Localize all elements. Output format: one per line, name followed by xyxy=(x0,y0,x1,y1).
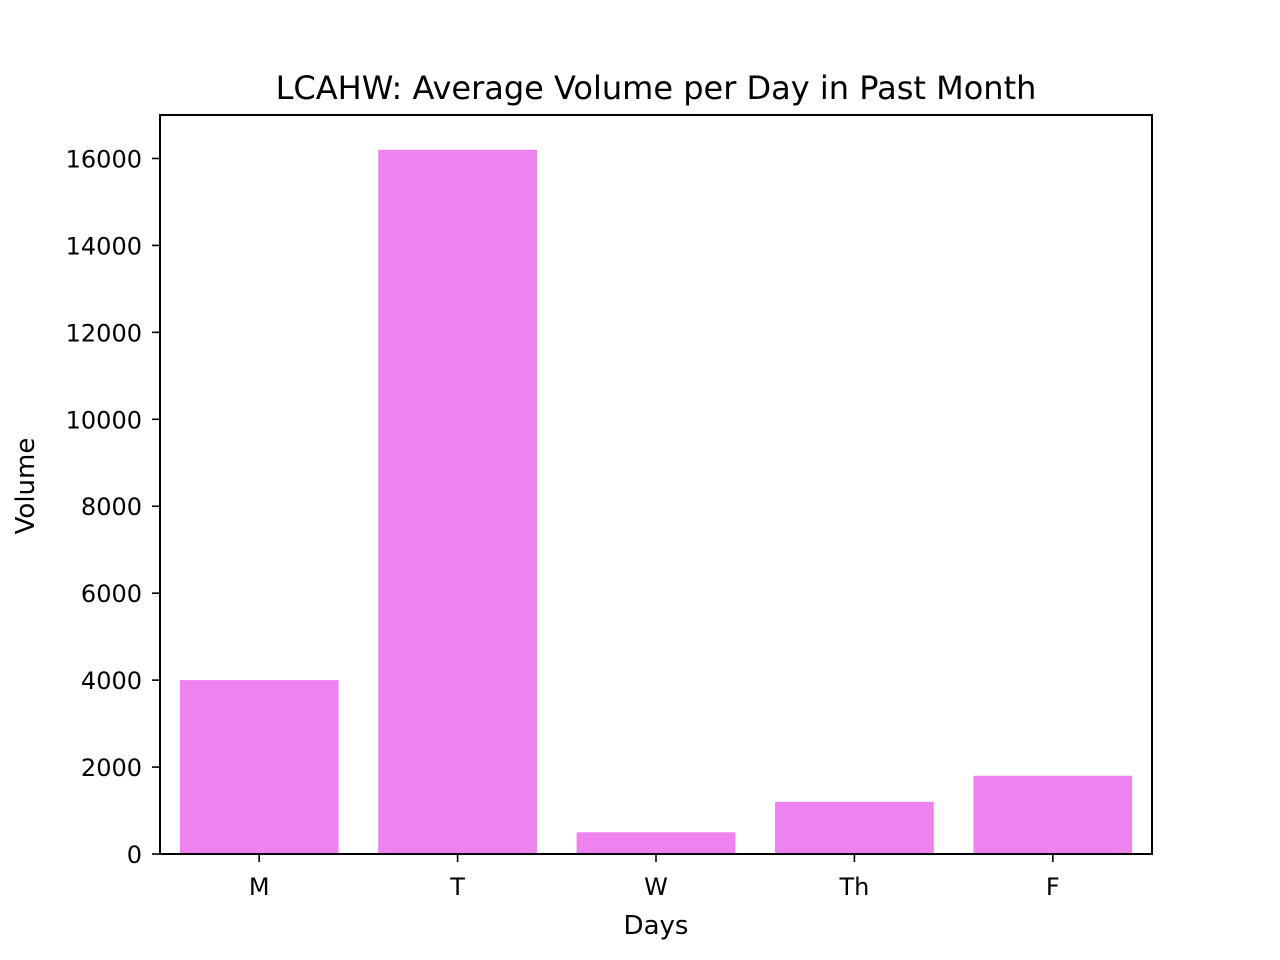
bar-th xyxy=(775,801,934,854)
chart-title: LCAHW: Average Volume per Day in Past Mo… xyxy=(276,69,1037,107)
y-tick-label: 2000 xyxy=(81,754,142,782)
x-tick-label: M xyxy=(249,873,270,901)
y-tick-label: 4000 xyxy=(81,667,142,695)
y-tick-label: 10000 xyxy=(66,406,142,434)
bars-group xyxy=(179,149,1133,854)
bar-w xyxy=(576,832,736,854)
plot-frame xyxy=(159,114,1153,855)
y-axis-ticks: 0 2000 4000 6000 8000 10000 12000 14000 16000 xyxy=(66,145,160,869)
x-axis-ticks: M T W Th F xyxy=(249,854,1060,901)
x-tick-label: F xyxy=(1046,873,1060,901)
y-tick-label: 12000 xyxy=(66,319,142,347)
y-tick-label: 8000 xyxy=(81,493,142,521)
y-tick-label: 14000 xyxy=(66,232,142,260)
x-tick-label: Th xyxy=(838,873,869,901)
x-axis-label: Days xyxy=(624,911,689,941)
y-tick-label: 16000 xyxy=(66,145,142,173)
bar-t xyxy=(378,149,537,854)
x-tick-label: T xyxy=(449,873,465,901)
x-tick-label: W xyxy=(644,873,668,901)
bar-f xyxy=(973,775,1133,854)
y-tick-label: 0 xyxy=(127,841,142,869)
y-tick-label: 6000 xyxy=(81,580,142,608)
y-axis-label: Volume xyxy=(11,438,41,535)
bar-m xyxy=(179,680,339,854)
